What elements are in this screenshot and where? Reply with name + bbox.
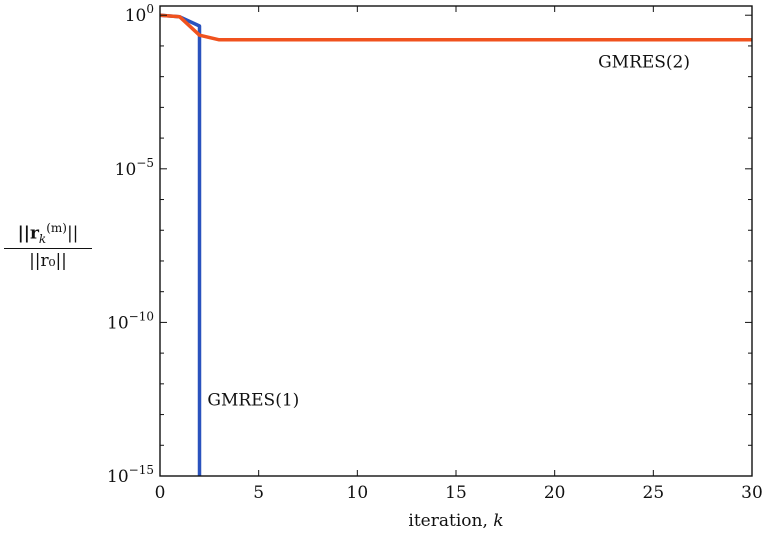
y-axis-label: ||rk(m)|| ||r₀||: [4, 221, 92, 272]
x-tick-label: 5: [253, 483, 264, 503]
x-tick-label: 20: [544, 483, 566, 503]
series-annotations: GMRES(2) GMRES(1): [207, 52, 690, 410]
x-axis-label: iteration, k: [408, 511, 503, 531]
series-line-gmres-2: [160, 13, 752, 42]
y-tick-label: 10−15: [107, 463, 154, 487]
series-line-gmres-1: [160, 13, 202, 476]
ylabel-num-prefix: ||r: [17, 223, 39, 244]
annotation-gmres-2: GMRES(2): [598, 52, 690, 72]
y-axis-label-numerator: ||rk(m)||: [4, 221, 92, 250]
x-tick-label: 0: [155, 483, 166, 503]
y-tick-label: 10−10: [107, 309, 154, 333]
x-axis-label-var: k: [493, 511, 503, 531]
x-tick-label: 30: [741, 483, 763, 503]
y-axis: 100 10−5 10−10 10−15: [107, 2, 752, 487]
x-tick-label: 25: [643, 483, 665, 503]
x-axis-label-text: iteration,: [408, 511, 493, 531]
x-tick-label: 15: [445, 483, 467, 503]
y-axis-label-denominator: ||r₀||: [29, 251, 67, 272]
ylabel-num-sup: (m): [46, 221, 67, 235]
ylabel-num-sub: k: [38, 232, 47, 247]
annotation-gmres-1: GMRES(1): [207, 390, 299, 410]
x-tick-label: 10: [347, 483, 369, 503]
ylabel-num-suffix: ||: [66, 223, 79, 244]
y-tick-label: 10−5: [115, 156, 154, 180]
series-layer: [160, 13, 752, 476]
y-tick-label: 100: [125, 2, 154, 26]
x-axis: 0 5 10 15 20 25 30: [155, 6, 763, 503]
